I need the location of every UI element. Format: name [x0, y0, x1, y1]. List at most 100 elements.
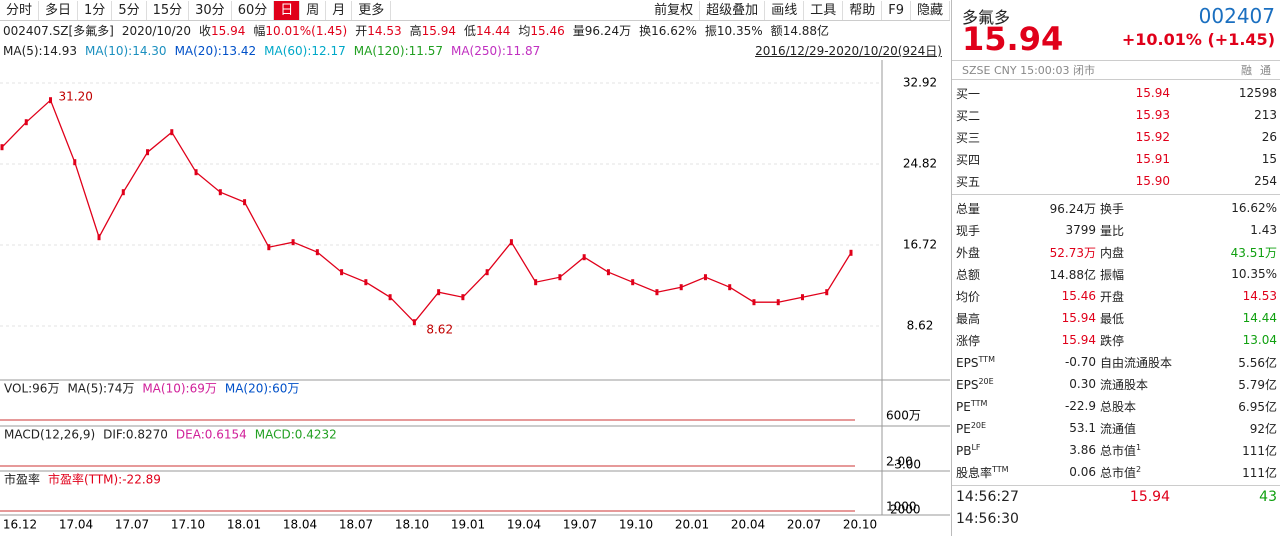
- stat-value: 1.43: [1250, 223, 1277, 237]
- stat-value: 16.62%: [1231, 201, 1277, 215]
- candle: [73, 159, 77, 166]
- candle: [558, 274, 562, 281]
- stat-label-text: 最高: [956, 311, 981, 326]
- stat-label-sup: 20E: [978, 376, 994, 386]
- stat-value: 5.56亿: [1238, 355, 1277, 370]
- panel-legend: DIF:0.8270: [103, 428, 168, 442]
- stat-value: 96.24万: [1049, 201, 1096, 216]
- stat-row: 股息率TTM 0.06 总市值2 111亿: [952, 461, 1280, 483]
- order-row: 买二 15.93 213: [952, 104, 1280, 126]
- candle: [170, 129, 174, 136]
- tab[interactable]: 日: [274, 0, 301, 20]
- trade-time: 14:56:30: [956, 511, 1019, 527]
- info-bar: 002407.SZ[多氟多] 2020/10/20 收15.94 幅10.01%(1.…: [3, 21, 948, 40]
- high-label: 31.20: [59, 90, 93, 104]
- stat-value: 15.94: [1061, 333, 1096, 347]
- info-value: 15.94: [421, 24, 456, 38]
- status-bar: SZSE CNY 15:00:03 闭市 融通: [952, 61, 1280, 80]
- stat-label-text: 涨停: [956, 333, 981, 348]
- candle: [315, 249, 319, 256]
- stat-label-text: 总股本: [1100, 399, 1137, 414]
- tab[interactable]: 周: [300, 0, 327, 20]
- tab[interactable]: 15分: [147, 0, 190, 20]
- tool-button[interactable]: 画线: [765, 0, 805, 20]
- info-key: 收: [199, 24, 212, 38]
- stat-label-text: 流通股本: [1100, 377, 1149, 392]
- x-tick-label: 18.10: [395, 518, 429, 532]
- trade-volume: 43: [1259, 489, 1277, 505]
- stat-label: PE20E: [956, 421, 1026, 436]
- order-volume: 26: [1261, 130, 1277, 144]
- stat-row: 最高 15.94 最低 14.44: [952, 307, 1280, 329]
- tab[interactable]: 30分: [189, 0, 232, 20]
- info-item: 高15.94: [410, 22, 456, 39]
- x-tick-label: 20.10: [843, 518, 877, 532]
- panel-legend: 市盈率: [4, 472, 40, 487]
- stat-label-text: 总市值: [1100, 443, 1137, 458]
- info-key: 量: [572, 24, 585, 38]
- tool-button[interactable]: 工具: [804, 0, 844, 20]
- info-value: 14.44: [476, 24, 511, 38]
- trade-row: 14:56:27 15.94 43: [952, 486, 1280, 508]
- stat-label: 流通值: [1096, 420, 1200, 437]
- order-price: 15.91: [1135, 152, 1170, 166]
- x-tick-label: 16.12: [3, 518, 37, 532]
- stat-label-text: 最低: [1100, 311, 1125, 326]
- y-tick-label: 8.62: [907, 319, 934, 333]
- tab[interactable]: 月: [326, 0, 353, 20]
- candle: [340, 269, 344, 276]
- tab[interactable]: 5分: [112, 0, 147, 20]
- tab[interactable]: 更多: [352, 0, 392, 20]
- order-volume: 12598: [1238, 86, 1277, 100]
- stat-row: PETTM -22.9 总股本 6.95亿: [952, 395, 1280, 417]
- info-value: 15.94: [211, 24, 246, 38]
- x-tick-label: 19.07: [563, 518, 597, 532]
- tab[interactable]: 分时: [0, 0, 40, 20]
- tool-button[interactable]: 隐藏: [911, 0, 950, 20]
- info-key: 振: [704, 24, 717, 38]
- tool-button[interactable]: 超级叠加: [700, 0, 766, 20]
- order-level: 买三: [956, 130, 981, 145]
- candle: [582, 254, 586, 261]
- tool-button[interactable]: F9: [882, 0, 911, 20]
- x-tick-label: 18.01: [227, 518, 261, 532]
- stat-label-text: 总市值: [1100, 465, 1137, 480]
- order-volume: 15: [1261, 152, 1277, 166]
- candle: [0, 144, 4, 151]
- y-tick-label: 32.92: [903, 76, 937, 90]
- candle: [49, 97, 53, 104]
- stat-label: 开盘: [1096, 288, 1200, 305]
- x-tick-label: 17.07: [115, 518, 149, 532]
- tool-button[interactable]: 前复权: [648, 0, 701, 20]
- stat-label-text: 开盘: [1100, 289, 1125, 304]
- low-label: 8.62: [426, 323, 453, 337]
- x-tick-label: 17.10: [171, 518, 205, 532]
- order-row: 买五 15.90 254: [952, 170, 1280, 192]
- stat-label-text: 内盘: [1100, 245, 1125, 260]
- tab[interactable]: 1分: [78, 0, 113, 20]
- ma-item: MA(250):11.87: [450, 43, 541, 58]
- stat-label: 股息率TTM: [956, 464, 1026, 481]
- info-key: 幅: [253, 24, 266, 38]
- date-range: 2016/12/29-2020/10/20(924日): [755, 44, 942, 58]
- stats: 总量 96.24万 换手 16.62% 现手 3799 量比 1.43 外盘 52.73万 内盘 43…: [952, 195, 1280, 486]
- candle: [243, 199, 247, 206]
- stat-value: 0.30: [1069, 377, 1096, 391]
- stat-value: 15.46: [1061, 289, 1096, 303]
- order-level: 买二: [956, 108, 981, 123]
- stat-label-text: 换手: [1100, 201, 1125, 216]
- panel-legend: 市盈率(TTM):-22.89: [48, 472, 161, 487]
- stat-label-sup: LF: [971, 442, 981, 452]
- stat-label: 自由流通股本: [1096, 354, 1200, 371]
- stat-label-sup: TTM: [992, 464, 1009, 474]
- trade-row: 14:56:30: [952, 508, 1280, 530]
- order-level: 买四: [956, 152, 981, 167]
- tab[interactable]: 多日: [39, 0, 79, 20]
- tab[interactable]: 60分: [232, 0, 275, 20]
- stat-label: 内盘: [1096, 244, 1200, 261]
- stat-label: 振幅: [1096, 266, 1200, 283]
- candle: [825, 289, 829, 296]
- tool-button[interactable]: 帮助: [843, 0, 883, 20]
- stat-value: 13.04: [1242, 333, 1277, 347]
- stat-value: 5.79亿: [1238, 377, 1277, 392]
